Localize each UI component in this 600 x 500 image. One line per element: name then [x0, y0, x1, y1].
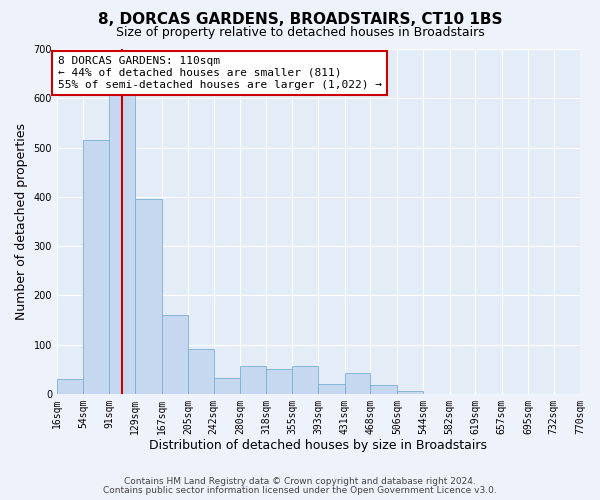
Text: Size of property relative to detached houses in Broadstairs: Size of property relative to detached ho… [116, 26, 484, 39]
Text: Contains public sector information licensed under the Open Government Licence v3: Contains public sector information licen… [103, 486, 497, 495]
Bar [136, 199, 161, 394]
Bar [188, 350, 214, 394]
Bar [214, 378, 240, 394]
Bar [161, 315, 188, 394]
Text: 8, DORCAS GARDENS, BROADSTAIRS, CT10 1BS: 8, DORCAS GARDENS, BROADSTAIRS, CT10 1BS [98, 12, 502, 26]
Bar [345, 373, 370, 394]
Bar [240, 366, 266, 394]
Bar [319, 384, 345, 394]
Bar [292, 366, 319, 394]
Bar [370, 385, 397, 394]
Y-axis label: Number of detached properties: Number of detached properties [15, 123, 28, 320]
Text: 8 DORCAS GARDENS: 110sqm
← 44% of detached houses are smaller (811)
55% of semi-: 8 DORCAS GARDENS: 110sqm ← 44% of detach… [58, 56, 382, 90]
Bar [83, 140, 109, 394]
Bar [109, 88, 136, 394]
X-axis label: Distribution of detached houses by size in Broadstairs: Distribution of detached houses by size … [149, 440, 487, 452]
Bar [397, 391, 423, 394]
Bar [266, 369, 292, 394]
Text: Contains HM Land Registry data © Crown copyright and database right 2024.: Contains HM Land Registry data © Crown c… [124, 478, 476, 486]
Bar [57, 379, 83, 394]
